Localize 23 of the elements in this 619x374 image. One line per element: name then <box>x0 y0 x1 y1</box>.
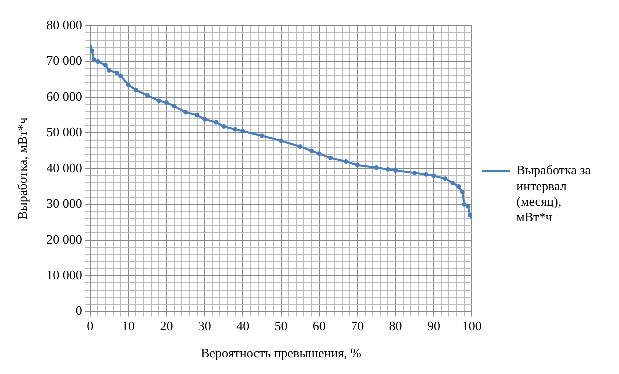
x-axis-title: Вероятность превышения, % <box>201 346 362 361</box>
y-tick-label: 40 000 <box>46 160 82 176</box>
x-tick-label: 20 <box>160 318 174 334</box>
y-tick-label: 0 <box>76 303 82 318</box>
y-tick-label: 20 000 <box>46 232 82 247</box>
x-tick-label: 70 <box>351 318 364 334</box>
legend-label: Выработка за интервал (месяц), мВт*ч <box>516 162 592 225</box>
x-tick-label: 80 <box>389 318 402 334</box>
y-axis-title: Выработка, мВт*ч <box>15 117 30 220</box>
y-tick-label: 70 000 <box>46 53 82 68</box>
y-tick-label: 50 000 <box>46 124 82 140</box>
x-tick-label: 30 <box>198 318 212 334</box>
x-tick-label: 50 <box>274 318 288 334</box>
x-tick-label: 10 <box>122 318 136 334</box>
y-tick-label: 60 000 <box>46 88 82 104</box>
x-tick-label: 0 <box>87 318 94 334</box>
y-tick-label: 30 000 <box>46 196 82 212</box>
x-tick-label: 90 <box>427 318 440 334</box>
x-tick-label: 100 <box>462 318 482 334</box>
y-tick-label: 80 000 <box>46 17 82 32</box>
x-tick-label: 60 <box>312 318 326 334</box>
x-tick-label: 40 <box>236 318 250 334</box>
y-tick-label: 10 000 <box>46 267 82 282</box>
